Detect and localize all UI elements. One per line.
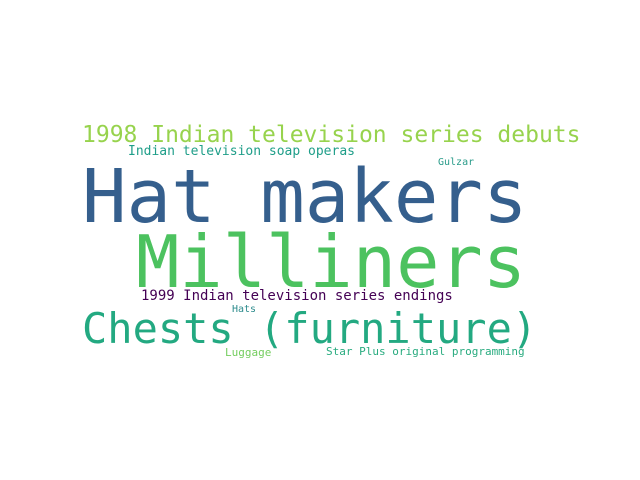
- word-chests-furniture: Chests (furniture): [82, 304, 538, 353]
- word-luggage: Luggage: [225, 346, 272, 359]
- word-1998-indian-television-series-debuts: 1998 Indian television series debuts: [82, 122, 581, 148]
- word-hat-makers: Hat makers: [82, 154, 528, 240]
- word-gulzar: Gulzar: [438, 157, 475, 168]
- word-milliners: Milliners: [136, 220, 527, 304]
- word-hats: Hats: [232, 304, 257, 315]
- word-indian-television-soap-operas: Indian television soap operas: [128, 144, 355, 159]
- word-1999-indian-television-series-endings: 1999 Indian television series endings: [141, 288, 453, 304]
- word-star-plus-original-programming: Star Plus original programming: [326, 345, 525, 358]
